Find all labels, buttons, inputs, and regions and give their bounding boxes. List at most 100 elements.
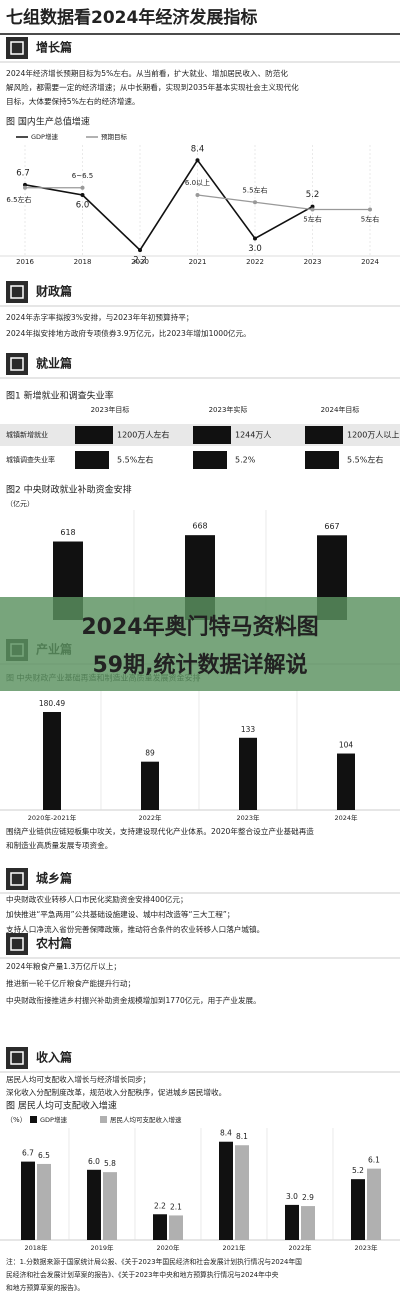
- x-tick-label: 2019年: [90, 1243, 114, 1252]
- series-point: [195, 158, 200, 163]
- value-label: 2.1: [170, 1202, 182, 1211]
- value-label: 2.9: [302, 1193, 314, 1202]
- table-cell-block: [193, 451, 227, 469]
- section-icon: [6, 281, 28, 303]
- series-point: [368, 207, 372, 212]
- value-label: 3.0: [248, 244, 262, 254]
- chart-title: 图2 中央财政就业补助资金安排: [6, 484, 132, 496]
- value-label: 180.49: [39, 699, 65, 708]
- section-icon: [6, 933, 28, 955]
- table-cell: 5.5%左右: [117, 455, 153, 465]
- table-cell: 1200万人以上: [347, 431, 399, 440]
- banner-text: 2024年奥门特马资料图: [81, 614, 318, 640]
- series-point: [310, 204, 315, 209]
- series-point: [253, 236, 257, 241]
- section-heading: 收入篇: [36, 1050, 72, 1065]
- value-label: 5.2: [352, 1166, 364, 1175]
- series-point: [253, 200, 257, 205]
- section-icon-glyph: [10, 285, 24, 299]
- bar: [43, 711, 61, 810]
- bar: [103, 1172, 117, 1240]
- section-text: 居民人均可支配收入增长与经济增长同步；: [6, 1074, 150, 1084]
- chart-title: 图 居民人均可支配收入增速: [6, 1100, 117, 1112]
- bar: [285, 1204, 299, 1240]
- section-icon-glyph: [10, 937, 24, 951]
- section-icon: [6, 353, 28, 375]
- series-point: [80, 185, 85, 190]
- section-text: 2024年经济增长预期目标为5%左右。从当前看，扩大就业、增加居民收入、防范化: [6, 68, 288, 78]
- value-label: 2.2: [133, 256, 147, 266]
- bar: [367, 1168, 381, 1240]
- section-text: 2024年粮食产量1.3万亿斤以上；: [6, 961, 121, 971]
- table-cell-block: [193, 426, 231, 444]
- value-label: 5.5左右: [242, 185, 267, 194]
- x-tick-label: 2024: [361, 258, 379, 266]
- bar: [239, 737, 257, 810]
- section-heading: 就业篇: [36, 356, 72, 371]
- x-tick-label: 2023年: [236, 813, 260, 822]
- section-icon: [6, 37, 28, 59]
- value-label: 618: [60, 528, 75, 537]
- section-icon-glyph: [10, 41, 24, 55]
- section-icon-glyph: [10, 872, 24, 886]
- value-label: 6.0: [88, 1157, 100, 1166]
- table-title: 图1 新增就业和调查失业率: [6, 390, 114, 402]
- table-column: 2024年目标: [321, 405, 360, 414]
- bar: [337, 753, 355, 810]
- table-cell-block: [75, 451, 109, 469]
- bar: [141, 761, 159, 810]
- value-label: 2.2: [154, 1201, 166, 1210]
- value-label: 8.4: [220, 1129, 232, 1138]
- section-heading: 城乡篇: [36, 871, 72, 886]
- section-text: 推进新一轮千亿斤粮食产能提升行动；: [6, 978, 135, 988]
- bar: [219, 1141, 233, 1240]
- value-label: 3.0: [286, 1192, 298, 1201]
- value-label: 667: [324, 522, 339, 531]
- section-heading: 农村篇: [35, 936, 72, 951]
- table-cell: 1200万人左右: [117, 430, 169, 440]
- footer-text: 和地方预算草案的报告》。: [6, 1283, 84, 1292]
- chart-title: 图 国内生产总值增速: [6, 116, 90, 128]
- section-text: 和制造业高质量发展专项资金。: [6, 840, 112, 850]
- section-icon: [6, 868, 28, 890]
- value-label: 5左右: [303, 215, 321, 224]
- bar: [21, 1161, 35, 1240]
- section-text: 支持人口净流入省份完善保障政策，推动符合条件的农业转移人口落户城镇。: [6, 924, 264, 934]
- section-text: 2024年拟安排地方政府专项债券3.9万亿元，比2023年增加1000亿元。: [6, 328, 251, 338]
- table-row-label: 城镇调查失业率: [6, 455, 55, 464]
- series-point: [80, 193, 85, 197]
- section-text: 2024年赤字率拟按3%安排，与2023年年初预算持平；: [6, 312, 193, 322]
- table-row-label: 城镇新增就业: [6, 430, 48, 439]
- series-point: [23, 185, 27, 190]
- value-label: 5左右: [361, 215, 379, 224]
- section-heading: 增长篇: [36, 40, 72, 55]
- value-label: 104: [339, 741, 354, 750]
- x-tick-label: 2020: [131, 258, 149, 266]
- x-tick-label: 2016: [16, 258, 34, 266]
- x-tick-label: 2018: [74, 258, 92, 266]
- banner: [0, 597, 400, 691]
- bar: [87, 1169, 101, 1240]
- legend-label: GDP增速: [40, 1115, 67, 1124]
- value-label: 8.4: [191, 145, 205, 155]
- x-tick-label: 2023年: [354, 1243, 378, 1252]
- series-point: [195, 193, 200, 197]
- bar: [153, 1214, 167, 1240]
- x-tick-label: 2022: [246, 258, 264, 266]
- value-label: 6.5: [38, 1151, 50, 1160]
- series-line: [24, 158, 313, 252]
- value-label: 133: [241, 725, 256, 734]
- section-icon-glyph: [10, 357, 24, 371]
- value-label: 6.0以上: [185, 178, 210, 187]
- value-label: 6~6.5: [72, 172, 93, 180]
- table-cell: 5.5%左右: [347, 455, 383, 465]
- value-label: 6.7: [22, 1149, 34, 1158]
- section-text: 加快推进“平急两用”公共基础设施建设、城中村改造等“三大工程”；: [6, 909, 234, 919]
- table-cell: 1244万人: [235, 431, 271, 440]
- section-text: 目标，大体要保持5%左右的经济增速。: [6, 96, 140, 106]
- footer-text: 注：1.分数据来源于国家统计局公报、《关于2023年国民经济和社会发展计划执行情…: [6, 1257, 302, 1266]
- bar: [301, 1206, 315, 1240]
- table-cell-block: [305, 426, 343, 444]
- value-label: 5.8: [104, 1159, 116, 1168]
